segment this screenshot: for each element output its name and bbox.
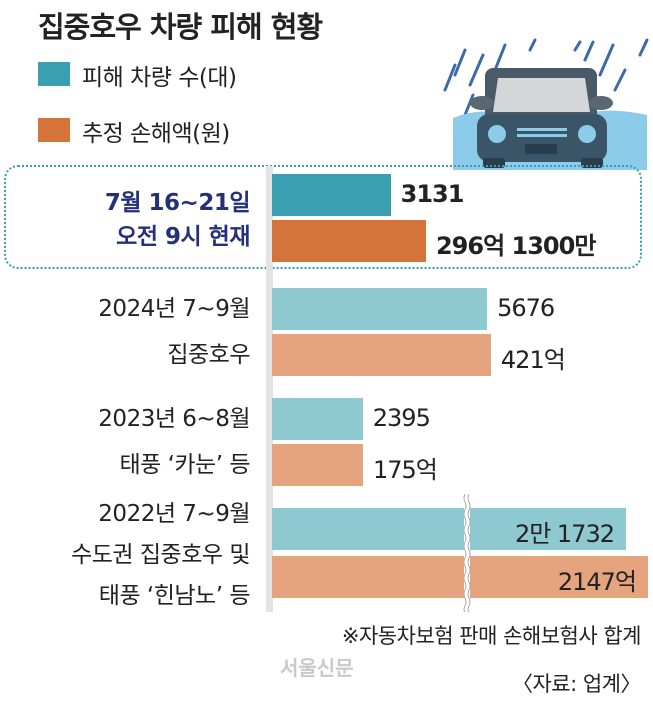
category-label: 7월 16~21일 bbox=[104, 190, 251, 216]
category-label: 2022년 7~9월 bbox=[98, 501, 250, 527]
category-label: 오전 9시 현재 bbox=[116, 224, 250, 250]
flooded-car-illustration bbox=[443, 38, 649, 170]
legend-swatch-vehicles bbox=[38, 62, 70, 86]
legend-label-damage: 추정 손해액(원) bbox=[82, 121, 230, 147]
y-axis bbox=[266, 166, 273, 612]
damage-bar bbox=[272, 444, 363, 486]
category-label: 집중호우 bbox=[167, 342, 250, 368]
vehicle-value-label: 2만 1732 bbox=[514, 520, 615, 548]
footnote: ※자동차보험 판매 손해보험사 합계 bbox=[341, 624, 642, 648]
vehicle-value-label: 5676 bbox=[497, 294, 555, 322]
damage-value-label: 296억 1300만 bbox=[435, 232, 596, 260]
category-label: 태풍 ‘힌남노’ 등 bbox=[98, 583, 251, 609]
vehicle-value-label: 3131 bbox=[400, 180, 465, 208]
vehicle-value-label: 2395 bbox=[372, 404, 431, 432]
category-label: 태풍 ‘카눈’ 등 bbox=[119, 452, 250, 478]
damage-value-label: 175억 bbox=[373, 456, 438, 484]
damage-value-label: 421억 bbox=[500, 346, 566, 374]
damage-value-label: 2147억 bbox=[557, 568, 637, 596]
damage-bar bbox=[272, 556, 648, 598]
category-label: 수도권 집중호우 및 bbox=[71, 542, 250, 568]
current-highlight-box bbox=[4, 165, 642, 269]
vehicle-bar bbox=[272, 508, 626, 550]
vehicle-bar bbox=[272, 288, 488, 330]
category-label: 2024년 7~9월 bbox=[98, 296, 250, 322]
category-label: 2023년 6~8월 bbox=[98, 406, 250, 432]
source: 〈자료: 업계〉 bbox=[511, 672, 642, 696]
watermark: 서울신문 bbox=[280, 656, 354, 680]
chart-title: 집중호우 차량 피해 현황 bbox=[38, 10, 323, 44]
axis-break-mark bbox=[463, 494, 471, 612]
damage-bar bbox=[272, 220, 426, 262]
vehicle-bar bbox=[272, 174, 391, 216]
legend-label-vehicles: 피해 차량 수(대) bbox=[82, 65, 237, 91]
legend-swatch-damage bbox=[38, 118, 70, 142]
damage-bar bbox=[272, 334, 491, 376]
vehicle-bar bbox=[272, 398, 363, 440]
